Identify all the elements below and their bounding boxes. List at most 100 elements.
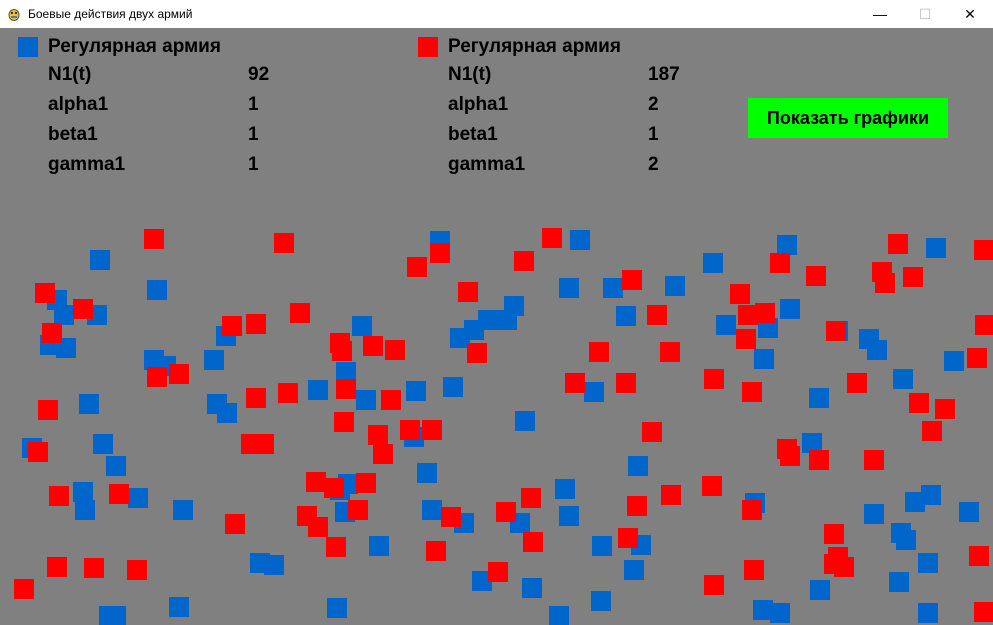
- minimize-button[interactable]: —: [873, 6, 887, 22]
- red-soldier: [627, 496, 647, 516]
- red-soldier: [702, 476, 722, 496]
- blue-soldier: [584, 382, 604, 402]
- red-soldier: [755, 303, 775, 323]
- blue-soldier: [73, 482, 93, 502]
- blue-soldier: [472, 571, 492, 591]
- stat-label: alpha1: [448, 94, 509, 115]
- blue-soldier: [889, 572, 909, 592]
- stat-row-n1: N1(t) 92: [18, 58, 269, 88]
- blue-soldier: [406, 381, 426, 401]
- stat-row-beta1: beta1 1: [18, 118, 259, 148]
- blue-soldier: [264, 555, 284, 575]
- blue-soldier: [918, 603, 938, 623]
- red-soldier: [278, 383, 298, 403]
- blue-soldier: [592, 536, 612, 556]
- stat-value: 2: [648, 154, 659, 175]
- red-soldier: [381, 390, 401, 410]
- red-soldier: [514, 251, 534, 271]
- red-soldier: [169, 364, 189, 384]
- blue-soldier: [75, 500, 95, 520]
- blue-soldier: [522, 578, 542, 598]
- blue-soldier: [959, 502, 979, 522]
- red-soldier: [127, 560, 147, 580]
- stat-row-n1: N1(t) 187: [418, 58, 680, 88]
- blue-soldier: [478, 310, 498, 330]
- red-soldier: [780, 446, 800, 466]
- stat-value: 1: [248, 124, 259, 145]
- red-soldier: [888, 234, 908, 254]
- red-soldier: [496, 502, 516, 522]
- red-soldier: [254, 434, 274, 454]
- blue-soldier: [336, 362, 356, 382]
- blue-soldier: [217, 403, 237, 423]
- red-soldier: [922, 421, 942, 441]
- red-soldier: [332, 341, 352, 361]
- blue-soldier: [128, 488, 148, 508]
- army-header: Регулярная армия: [418, 36, 621, 58]
- red-soldier: [589, 342, 609, 362]
- blue-soldier: [422, 500, 442, 520]
- red-soldier: [246, 388, 266, 408]
- blue-soldier: [443, 377, 463, 397]
- red-soldier: [246, 314, 266, 334]
- blue-soldier: [603, 278, 623, 298]
- red-soldier: [407, 257, 427, 277]
- red-soldier: [47, 557, 67, 577]
- blue-soldier: [893, 369, 913, 389]
- stat-value: 1: [648, 124, 659, 145]
- red-soldier: [704, 369, 724, 389]
- maximize-button[interactable]: ☐: [918, 5, 932, 22]
- red-soldier: [324, 478, 344, 498]
- blue-soldier: [555, 479, 575, 499]
- blue-soldier: [802, 433, 822, 453]
- red-soldier: [834, 557, 854, 577]
- red-soldier: [622, 270, 642, 290]
- show-graphs-button[interactable]: Показать графики: [748, 98, 948, 138]
- stat-value: 92: [248, 64, 270, 85]
- blue-soldier: [147, 280, 167, 300]
- army-title: Регулярная армия: [48, 36, 221, 57]
- red-soldier: [903, 267, 923, 287]
- red-soldier: [730, 284, 750, 304]
- red-soldier: [348, 500, 368, 520]
- red-soldier: [225, 514, 245, 534]
- blue-soldier: [921, 485, 941, 505]
- blue-soldier: [417, 463, 437, 483]
- blue-soldier: [777, 235, 797, 255]
- red-soldier: [736, 329, 756, 349]
- red-soldier: [308, 517, 328, 537]
- close-button[interactable]: ✕: [964, 5, 976, 22]
- red-soldier: [967, 348, 987, 368]
- stat-label: gamma1: [448, 154, 526, 175]
- blue-soldier: [106, 606, 126, 625]
- blue-soldier: [780, 299, 800, 319]
- red-soldier: [426, 541, 446, 561]
- stat-value: 1: [248, 94, 259, 115]
- blue-soldier: [204, 350, 224, 370]
- stat-row-gamma1: gamma1 1: [18, 148, 259, 178]
- blue-soldier: [79, 394, 99, 414]
- pygame-snake-icon: [8, 9, 20, 21]
- red-soldier: [618, 528, 638, 548]
- red-soldier: [109, 484, 129, 504]
- army-color-swatch: [418, 37, 438, 57]
- red-soldier: [290, 303, 310, 323]
- blue-soldier: [591, 591, 611, 611]
- red-soldier: [542, 228, 562, 248]
- stat-row-beta1: beta1 1: [418, 118, 659, 148]
- blue-soldier: [628, 456, 648, 476]
- title-bar[interactable]: Боевые действия двух армий — ☐ ✕: [0, 0, 993, 28]
- blue-soldier: [770, 603, 790, 623]
- red-soldier: [806, 266, 826, 286]
- army-color-swatch: [18, 37, 38, 57]
- blue-soldier: [703, 253, 723, 273]
- blue-soldier: [559, 506, 579, 526]
- blue-soldier: [93, 434, 113, 454]
- red-soldier: [864, 450, 884, 470]
- blue-soldier: [864, 504, 884, 524]
- red-soldier: [73, 299, 93, 319]
- red-soldier: [385, 340, 405, 360]
- red-soldier: [704, 575, 724, 595]
- blue-soldier: [624, 560, 644, 580]
- stat-label: alpha1: [48, 94, 109, 115]
